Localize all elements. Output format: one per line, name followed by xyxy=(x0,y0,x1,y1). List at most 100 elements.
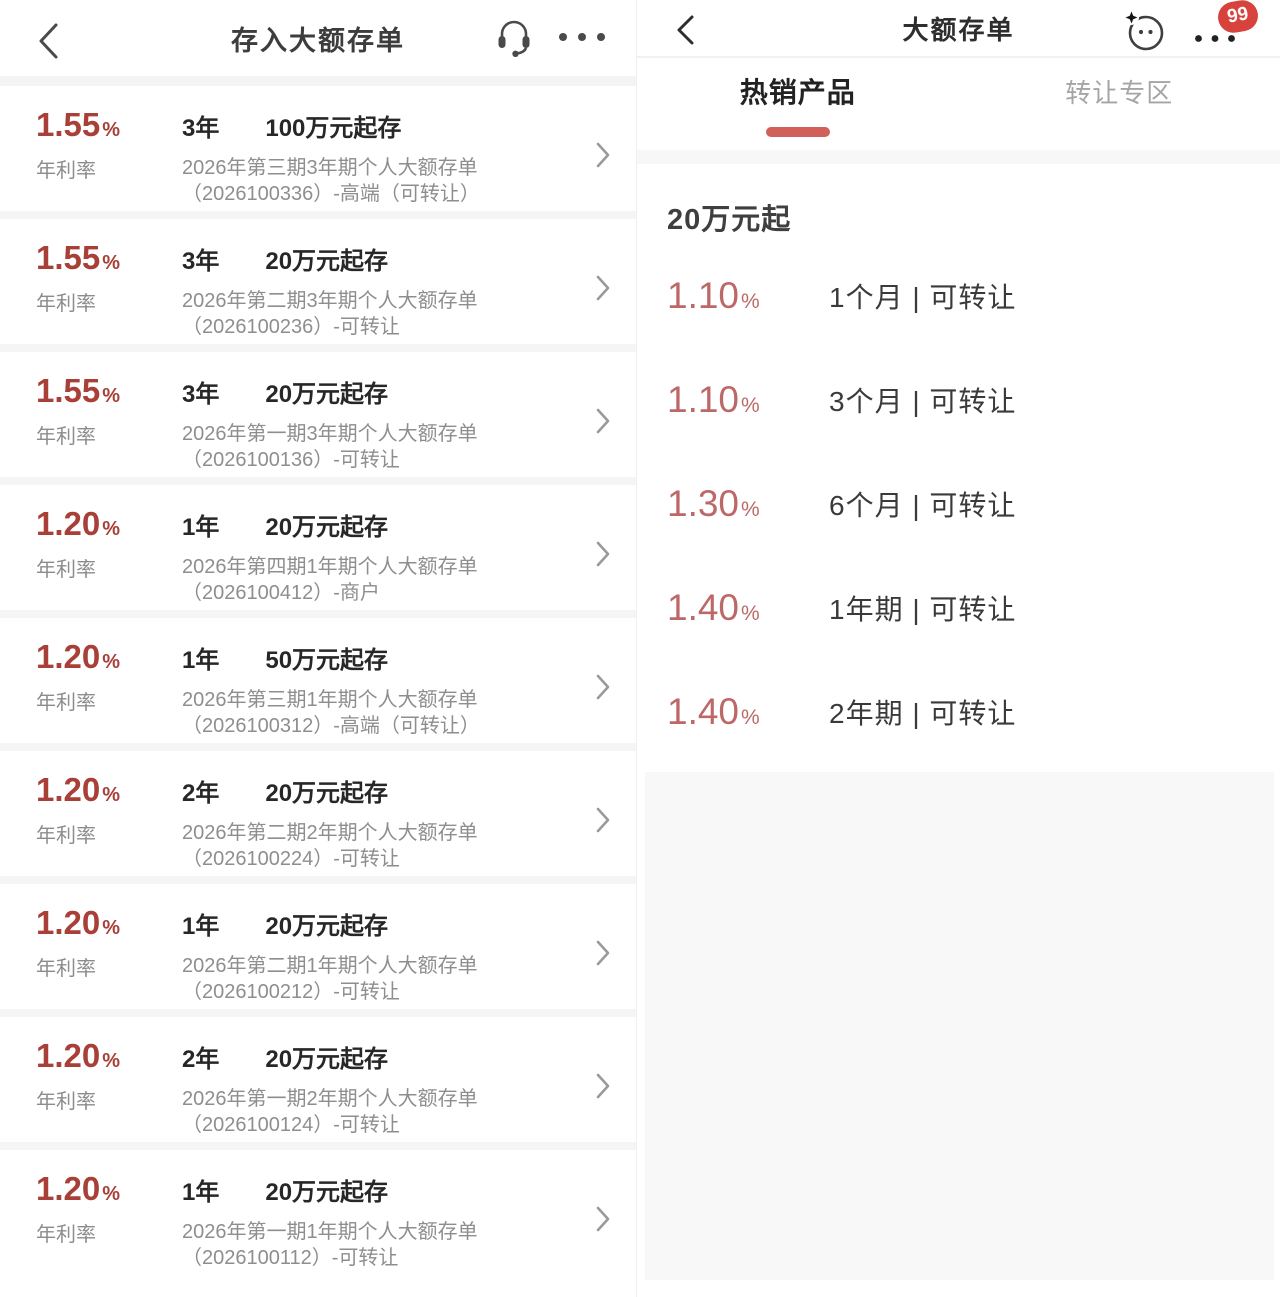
rate-column: 1.55% 年利率 xyxy=(0,106,182,183)
rate-column: 1.20% 年利率 xyxy=(0,771,182,848)
chevron-right-icon[interactable] xyxy=(570,638,636,700)
min-deposit-label: 20万元起存 xyxy=(265,381,389,408)
rate-value: 1.20% xyxy=(36,771,121,808)
product-name: 2026年第四期1年期个人大额存单 （2026100412）-商户 xyxy=(182,556,478,604)
product-row[interactable]: 1.20% 年利率 1年 20万元起存 2026年第一期1年期个人大额存单 （20… xyxy=(0,1150,636,1275)
rate-value: 1.20% xyxy=(36,505,121,542)
chevron-right-icon[interactable] xyxy=(570,372,636,434)
product-name: 2026年第一期3年期个人大额存单 （2026100136）-可转让 xyxy=(182,423,478,471)
rate-value: 1.10% xyxy=(667,379,760,420)
hot-product-row[interactable]: 1.10% 3个月 | 可转让 xyxy=(637,348,1280,452)
tab-divider xyxy=(637,150,1280,164)
chevron-right-icon[interactable] xyxy=(570,106,636,168)
chevron-right-icon[interactable] xyxy=(570,771,636,833)
min-deposit-heading: 20万元起 xyxy=(667,204,792,236)
rate-label: 年利率 xyxy=(36,692,96,714)
hot-product-row[interactable]: 1.40% 1年期 | 可转让 xyxy=(637,556,1280,660)
more-icon[interactable] xyxy=(1194,30,1238,48)
product-name: 2026年第三期1年期个人大额存单 （2026100312）-高端（可转让） xyxy=(182,689,480,737)
product-info: 1年 20万元起存 2026年第二期1年期个人大额存单 （2026100212）-… xyxy=(182,904,570,1005)
chevron-right-icon[interactable] xyxy=(570,505,636,567)
term-label: 1个月 | 可转让 xyxy=(829,282,1017,313)
row-divider xyxy=(0,743,636,751)
service-smiley-icon[interactable] xyxy=(1122,8,1168,59)
back-icon[interactable] xyxy=(36,22,60,60)
product-row[interactable]: 1.20% 年利率 1年 20万元起存 2026年第二期1年期个人大额存单 （20… xyxy=(0,884,636,1009)
product-info: 3年 100万元起存 2026年第三期3年期个人大额存单 （2026100336）… xyxy=(182,106,570,207)
hot-product-row[interactable]: 1.30% 6个月 | 可转让 xyxy=(637,452,1280,556)
rate-label: 年利率 xyxy=(36,1091,96,1113)
rate-value: 1.55% xyxy=(36,372,121,409)
empty-background-panel xyxy=(645,772,1274,1280)
header-divider xyxy=(0,76,636,86)
rate-column: 1.20% 年利率 xyxy=(0,638,182,715)
product-row[interactable]: 1.55% 年利率 3年 20万元起存 2026年第二期3年期个人大额存单 （20… xyxy=(0,219,636,344)
product-row[interactable]: 1.20% 年利率 1年 50万元起存 2026年第三期1年期个人大额存单 （20… xyxy=(0,618,636,743)
rate-column: 1.55% 年利率 xyxy=(0,372,182,449)
min-deposit-label: 20万元起存 xyxy=(265,780,389,807)
term-label: 6个月 | 可转让 xyxy=(829,490,1017,521)
product-row[interactable]: 1.20% 年利率 1年 20万元起存 2026年第四期1年期个人大额存单 （20… xyxy=(0,485,636,610)
rate-label: 年利率 xyxy=(36,958,96,980)
product-row[interactable]: 1.20% 年利率 2年 20万元起存 2026年第二期2年期个人大额存单 （20… xyxy=(0,751,636,876)
product-row[interactable]: 1.20% 年利率 2年 20万元起存 2026年第一期2年期个人大额存单 （20… xyxy=(0,1017,636,1142)
product-name: 2026年第一期2年期个人大额存单 （2026100124）-可转让 xyxy=(182,1088,478,1136)
screen-deposit-list: 存入大额存单 xyxy=(0,0,637,1297)
min-deposit-label: 20万元起存 xyxy=(265,913,389,940)
rate-label: 年利率 xyxy=(36,1224,96,1246)
rate-value: 1.10% xyxy=(667,275,760,316)
product-name: 2026年第三期3年期个人大额存单 （2026100336）-高端（可转让） xyxy=(182,157,480,205)
product-info: 1年 20万元起存 2026年第四期1年期个人大额存单 （2026100412）-… xyxy=(182,505,570,606)
tab-bar: 热销产品 转让专区 xyxy=(637,58,1280,150)
rate-label: 年利率 xyxy=(36,293,96,315)
chevron-right-icon[interactable] xyxy=(570,239,636,301)
term-label: 3年 xyxy=(182,115,220,142)
product-info: 1年 50万元起存 2026年第三期1年期个人大额存单 （2026100312）-… xyxy=(182,638,570,739)
rate-column: 1.20% 年利率 xyxy=(0,505,182,582)
hot-product-row[interactable]: 1.10% 1个月 | 可转让 xyxy=(637,244,1280,348)
product-name: 2026年第二期2年期个人大额存单 （2026100224）-可转让 xyxy=(182,822,478,870)
product-info: 1年 20万元起存 2026年第一期1年期个人大额存单 （2026100112）-… xyxy=(182,1170,570,1271)
customer-service-headset-icon[interactable] xyxy=(494,15,534,62)
row-divider xyxy=(0,477,636,485)
page-title: 存入大额存单 xyxy=(231,25,405,56)
product-name: 2026年第一期1年期个人大额存单 （2026100112）-可转让 xyxy=(182,1221,478,1269)
chevron-right-icon[interactable] xyxy=(570,1170,636,1232)
rate-value: 1.55% xyxy=(36,106,121,143)
left-header-icons xyxy=(494,0,606,76)
term-label: 2年 xyxy=(182,1046,220,1073)
row-divider xyxy=(0,211,636,219)
product-row[interactable]: 1.55% 年利率 3年 100万元起存 2026年第三期3年期个人大额存单 （2… xyxy=(0,86,636,211)
term-label: 1年 xyxy=(182,913,220,940)
page-title: 大额存单 xyxy=(902,14,1015,45)
rate-value: 1.20% xyxy=(36,904,121,941)
min-deposit-label: 20万元起存 xyxy=(265,248,389,275)
rate-column: 1.20% 年利率 xyxy=(0,1170,182,1247)
product-info: 3年 20万元起存 2026年第一期3年期个人大额存单 （2026100136）-… xyxy=(182,372,570,473)
product-list: 1.55% 年利率 3年 100万元起存 2026年第三期3年期个人大额存单 （2… xyxy=(0,86,636,1275)
term-label: 3年 xyxy=(182,381,220,408)
product-info: 2年 20万元起存 2026年第一期2年期个人大额存单 （2026100124）-… xyxy=(182,1037,570,1138)
more-icon[interactable] xyxy=(558,29,606,47)
rate-value: 1.30% xyxy=(667,483,760,524)
left-header: 存入大额存单 xyxy=(0,0,636,76)
hot-product-list: 1.10% 1个月 | 可转让 1.10% 3个月 | 可转让 1.30% 6个… xyxy=(637,244,1280,764)
back-icon[interactable] xyxy=(675,14,695,46)
tab-hot-products[interactable]: 热销产品 xyxy=(637,58,959,150)
rate-value: 1.55% xyxy=(36,239,121,276)
rate-value: 1.40% xyxy=(667,691,760,732)
hot-product-row[interactable]: 1.40% 2年期 | 可转让 xyxy=(637,660,1280,764)
min-deposit-label: 20万元起存 xyxy=(265,1179,389,1206)
right-header: 大额存单 99 xyxy=(637,0,1280,58)
tab-transfer-zone[interactable]: 转让专区 xyxy=(1065,77,1174,108)
rate-value: 1.20% xyxy=(36,1170,121,1207)
chevron-right-icon[interactable] xyxy=(570,1037,636,1099)
rate-value: 1.20% xyxy=(36,638,121,675)
rate-label: 年利率 xyxy=(36,160,96,182)
term-label: 1年 xyxy=(182,1179,220,1206)
rate-column: 1.20% 年利率 xyxy=(0,904,182,981)
product-row[interactable]: 1.55% 年利率 3年 20万元起存 2026年第一期3年期个人大额存单 （20… xyxy=(0,352,636,477)
chevron-right-icon[interactable] xyxy=(570,904,636,966)
row-divider xyxy=(0,1009,636,1017)
rate-label: 年利率 xyxy=(36,426,96,448)
